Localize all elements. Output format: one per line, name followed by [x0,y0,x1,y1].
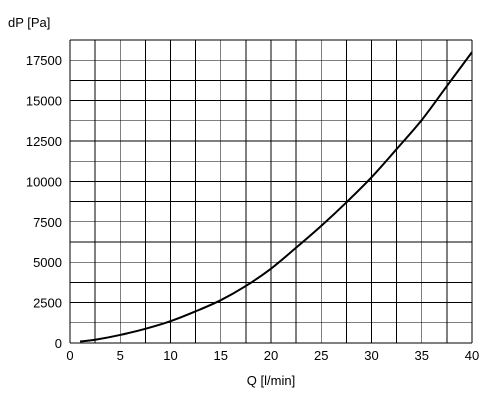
x-tick-label: 10 [163,348,177,363]
grid [69,39,473,344]
x-tick-label: 25 [314,348,328,363]
y-tick-label: 12500 [26,134,62,149]
x-tick-label: 5 [117,348,124,363]
x-tick-label: 40 [465,348,479,363]
y-axis-label: dP [Pa] [8,15,50,30]
x-axis-label: Q [l/min] [247,373,295,388]
y-tick-label: 7500 [33,215,62,230]
y-tick-label: 15000 [26,94,62,109]
axes [69,40,472,344]
series-line [79,51,473,343]
y-tick-labels: 0 2500 5000 7500 10000 12500 15000 17500 [26,53,62,351]
x-tick-label: 35 [415,348,429,363]
x-tick-label: 0 [66,348,73,363]
x-tick-label: 20 [264,348,278,363]
y-tick-label: 0 [55,336,62,351]
series [79,51,473,343]
y-tick-label: 2500 [33,296,62,311]
x-tick-label: 15 [214,348,228,363]
y-tick-label: 5000 [33,255,62,270]
x-tick-labels: 0 5 10 15 20 25 30 35 40 [66,348,479,363]
x-tick-label: 30 [364,348,378,363]
y-tick-label: 10000 [26,174,62,189]
y-tick-label: 17500 [26,53,62,68]
